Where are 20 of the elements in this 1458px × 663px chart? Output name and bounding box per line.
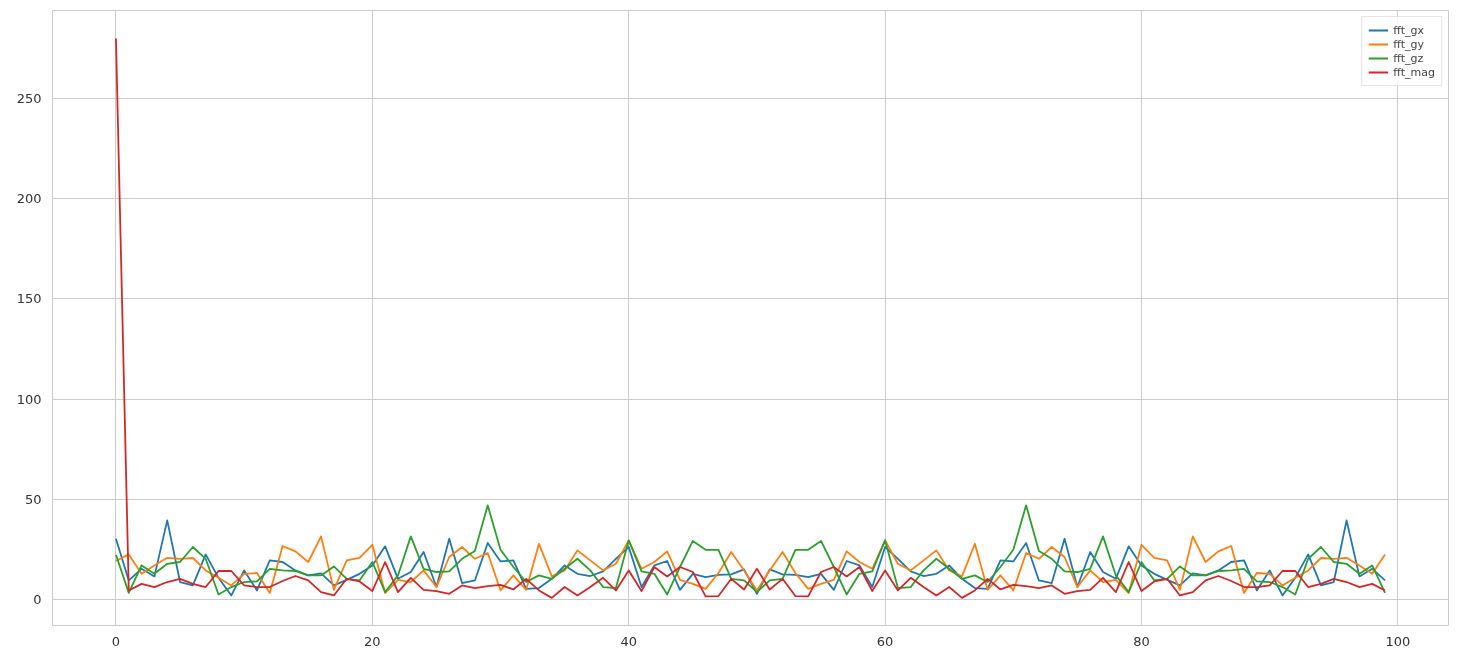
line-series bbox=[115, 519, 1386, 597]
x-tick-label: 100 bbox=[1385, 633, 1411, 649]
legend-label: fft_mag bbox=[1393, 65, 1435, 79]
legend-label: fft_gz bbox=[1393, 51, 1424, 65]
y-tick-label: 100 bbox=[16, 391, 42, 407]
line-series bbox=[115, 535, 1386, 594]
x-tick-label: 20 bbox=[364, 633, 381, 649]
y-tick-label: 150 bbox=[16, 291, 42, 307]
line-series bbox=[115, 37, 1386, 599]
line-series bbox=[115, 504, 1386, 596]
y-tick-label: 250 bbox=[16, 91, 42, 107]
x-tick-label: 0 bbox=[111, 633, 121, 649]
y-tick-label: 0 bbox=[33, 591, 42, 607]
x-tick-label: 60 bbox=[876, 633, 894, 649]
y-tick-label: 200 bbox=[16, 191, 42, 207]
legend-label: fft_gy bbox=[1393, 37, 1425, 51]
x-tick-label: 40 bbox=[620, 633, 637, 649]
legend-label: fft_gx bbox=[1393, 23, 1425, 37]
y-tick-label: 50 bbox=[24, 491, 42, 507]
x-tick-label: 80 bbox=[1133, 633, 1150, 649]
